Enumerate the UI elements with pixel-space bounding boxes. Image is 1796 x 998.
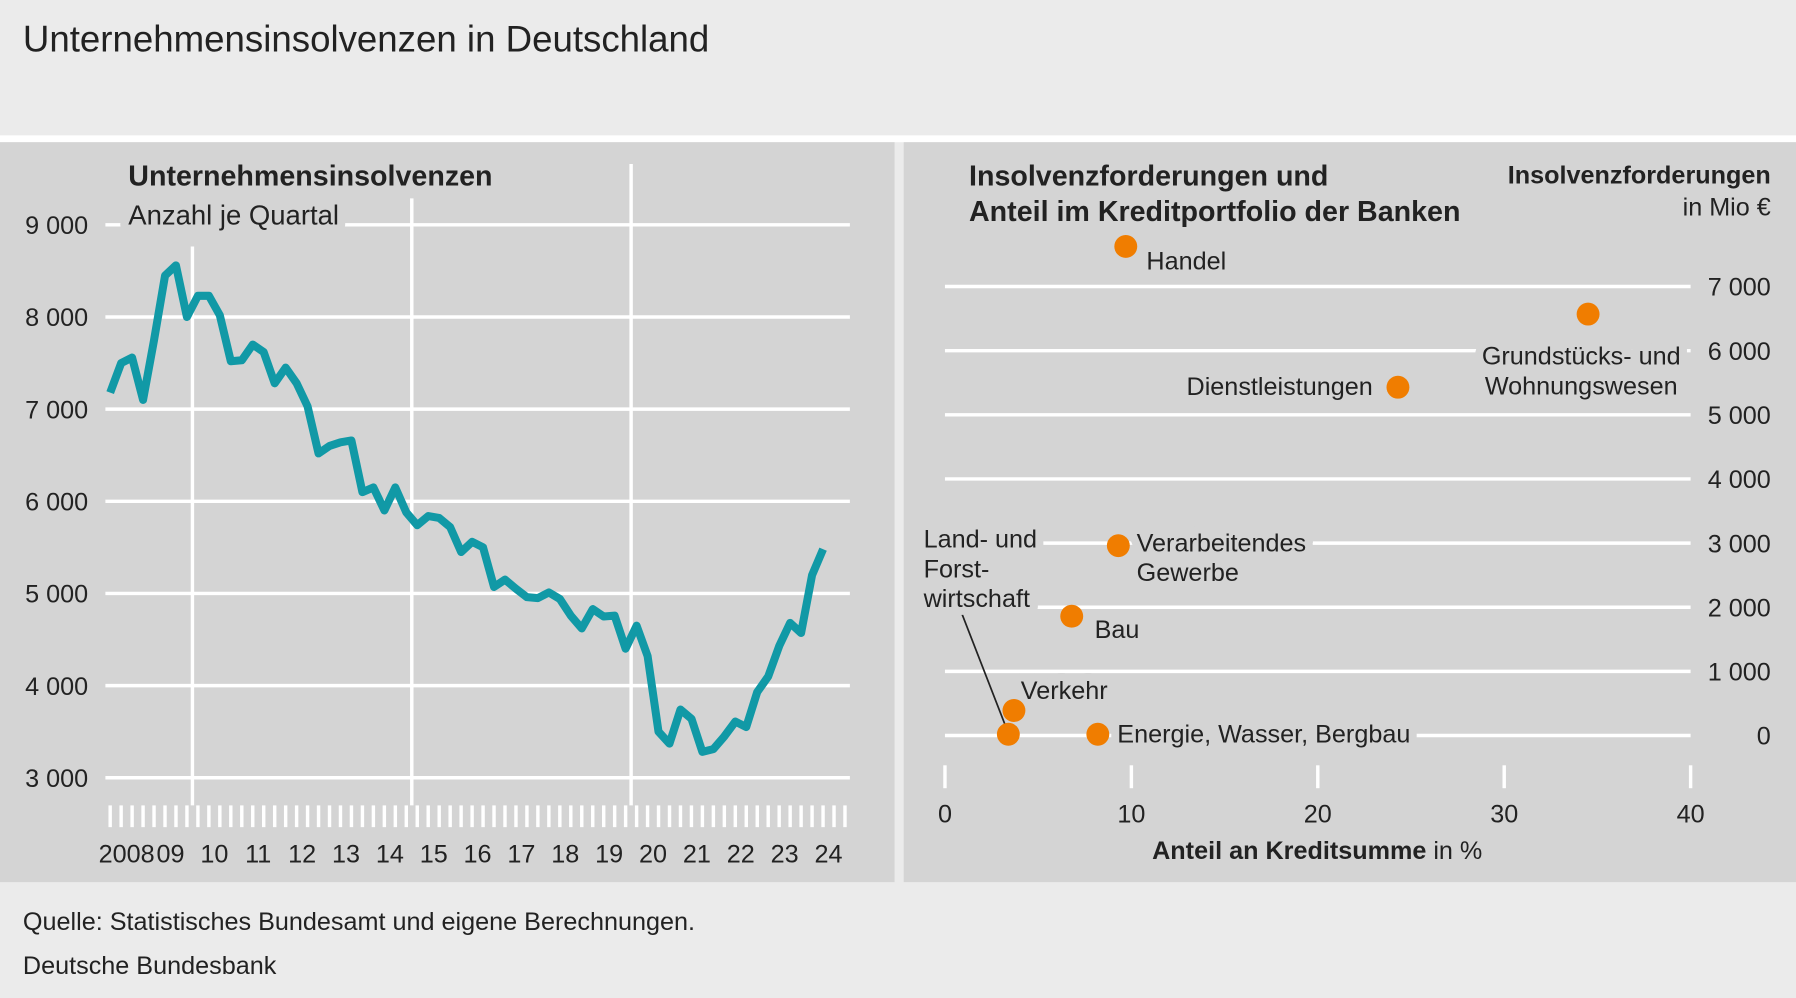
panel-left xyxy=(0,142,895,883)
x-tick-label: 11 xyxy=(245,841,271,869)
y-axis-unit: in Mio € xyxy=(1683,194,1771,222)
y-tick-label: 8 000 xyxy=(25,304,88,332)
y-tick-label: 9 000 xyxy=(25,212,88,240)
x-tick-label: 23 xyxy=(771,841,799,869)
x-tick-label: 16 xyxy=(464,841,492,869)
y-tick-label: 6 000 xyxy=(1708,338,1771,366)
point-label: Verkehr xyxy=(1021,677,1108,705)
x-tick-label: 10 xyxy=(200,841,228,869)
x-tick-label: 18 xyxy=(551,841,579,869)
point-label: Land- und xyxy=(924,526,1037,554)
page-title: Unternehmensinsolvenzen in Deutschland xyxy=(23,19,709,60)
point-label: Gewerbe xyxy=(1137,559,1239,587)
point-label: Dienstleistungen xyxy=(1187,373,1373,401)
x-tick-label: 20 xyxy=(639,841,667,869)
point-label: Energie, Wasser, Bergbau xyxy=(1117,720,1410,748)
point xyxy=(1086,722,1110,746)
point-label: Bau xyxy=(1095,616,1140,644)
point-label: wirtschaft xyxy=(923,585,1030,613)
x-tick-label: 24 xyxy=(815,841,843,869)
x-tick-label: 2008 xyxy=(99,841,155,869)
x-tick-label: 30 xyxy=(1490,801,1518,829)
x-tick-label: 21 xyxy=(683,841,711,869)
publisher: Deutsche Bundesbank xyxy=(23,952,277,980)
y-tick-label: 4 000 xyxy=(1708,466,1771,494)
point-label: Forst- xyxy=(924,555,990,583)
leader-line xyxy=(959,609,1007,728)
y-tick-label: 7 000 xyxy=(1708,274,1771,302)
x-tick-label: 19 xyxy=(595,841,623,869)
point xyxy=(1060,604,1084,628)
x-tick-label: 10 xyxy=(1117,801,1145,829)
point xyxy=(1576,302,1600,326)
x-tick-label: 15 xyxy=(420,841,448,869)
y-tick-label: 7 000 xyxy=(25,396,88,424)
chart-title: Insolvenzforderungen und xyxy=(969,161,1328,193)
point-label: Verarbeitendes xyxy=(1137,529,1306,557)
point-label: Wohnungswesen xyxy=(1485,372,1678,400)
x-axis-title: Anteil an Kreditsumme in % xyxy=(1152,837,1482,865)
separator xyxy=(0,135,1796,143)
y-tick-label: 5 000 xyxy=(25,581,88,609)
source: Quelle: Statistisches Bundesamt und eige… xyxy=(23,908,695,936)
y-tick-label: 0 xyxy=(1757,723,1771,751)
point xyxy=(1114,234,1138,258)
y-tick-label: 1 000 xyxy=(1708,659,1771,687)
y-tick-label: 6 000 xyxy=(25,488,88,516)
y-tick-label: 2 000 xyxy=(1708,594,1771,622)
point xyxy=(1002,699,1026,722)
x-tick-label: 13 xyxy=(332,841,360,869)
point xyxy=(1106,534,1130,558)
panel-right xyxy=(903,142,1796,883)
x-tick-label: 14 xyxy=(376,841,404,869)
x-tick-label: 20 xyxy=(1304,801,1332,829)
point-label: Handel xyxy=(1146,247,1226,275)
y-tick-label: 4 000 xyxy=(25,673,88,701)
y-tick-label: 5 000 xyxy=(1708,402,1771,430)
x-tick-label: 22 xyxy=(727,841,755,869)
y-tick-label: 3 000 xyxy=(25,765,88,793)
chart-title: Unternehmensinsolvenzen xyxy=(128,161,492,193)
series-line xyxy=(106,261,827,756)
x-tick-label: 12 xyxy=(288,841,316,869)
x-tick-label: 0 xyxy=(938,801,952,829)
point-label: Grundstücks- und xyxy=(1482,343,1681,371)
x-axis-title-unit: in % xyxy=(1433,837,1482,865)
point xyxy=(1386,375,1410,399)
chart-title: Anteil im Kreditportfolio der Banken xyxy=(969,196,1460,228)
y-axis-title: Insolvenzforderungen xyxy=(1508,161,1771,189)
point xyxy=(996,722,1020,746)
y-tick-label: 3 000 xyxy=(1708,530,1771,558)
chart-subtitle: Anzahl je Quartal xyxy=(128,200,339,231)
x-axis-title-main: Anteil an Kreditsumme xyxy=(1152,837,1426,865)
x-tick-label: 09 xyxy=(156,841,184,869)
x-tick-label: 40 xyxy=(1677,801,1705,829)
x-tick-label: 17 xyxy=(507,841,535,869)
